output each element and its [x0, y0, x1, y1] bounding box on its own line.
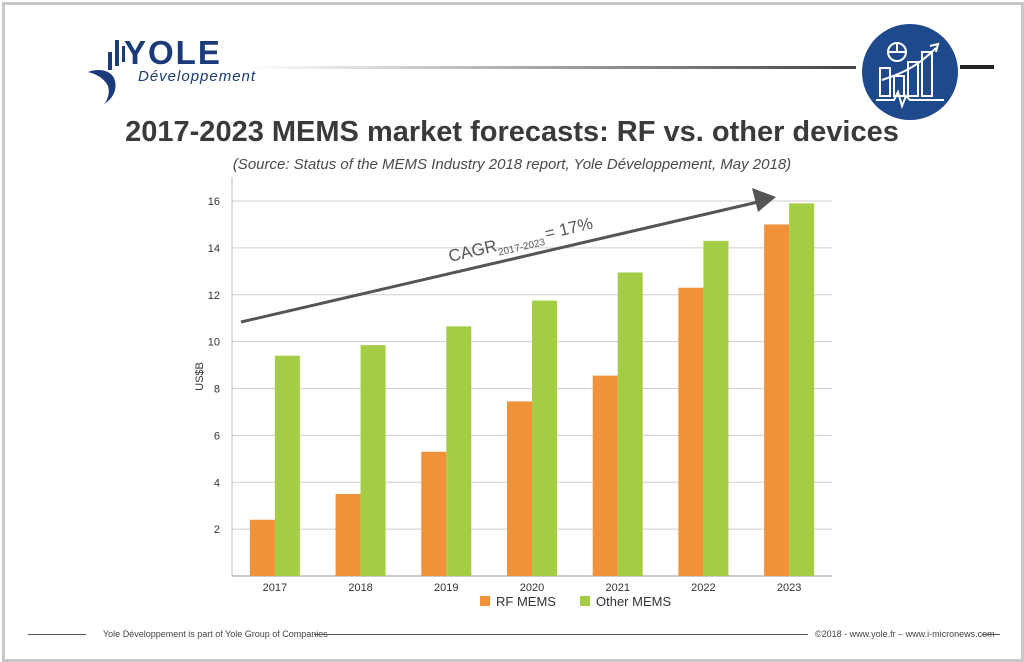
bar-rf-mems — [507, 401, 532, 576]
yole-logo: YOLE Développement — [84, 22, 257, 104]
cagr-annotation: CAGR2017-2023= 17% — [447, 214, 596, 270]
x-tick-label: 2023 — [777, 582, 801, 594]
legend-label: Other MEMS — [596, 594, 671, 609]
y-tick-label: 2 — [214, 524, 220, 536]
yole-swoosh-icon — [88, 40, 125, 104]
x-tick-label: 2020 — [520, 582, 544, 594]
x-tick-label: 2018 — [348, 582, 372, 594]
bar-rf-mems — [592, 375, 618, 576]
footer-company-note: Yole Développement is part of Yole Group… — [103, 629, 328, 639]
bar-other-mems — [274, 355, 300, 576]
footer-copyright: ©2018 - www.yole.fr – www.i-micronews.co… — [815, 629, 995, 639]
bar-other-mems — [789, 203, 815, 576]
cagr-arrowhead — [752, 188, 776, 212]
footer-divider-middle — [314, 634, 808, 635]
bar-rf-mems — [764, 224, 790, 576]
bar-rf-mems — [678, 287, 704, 576]
y-tick-label: 6 — [214, 430, 220, 442]
y-axis-label: US$B — [194, 362, 206, 391]
y-tick-label: 14 — [208, 243, 220, 255]
x-tick-label: 2021 — [605, 582, 629, 594]
market-analytics-icon — [862, 24, 958, 120]
cagr-label: CAGR — [447, 236, 499, 266]
y-tick-label: 8 — [214, 384, 220, 396]
bar-rf-mems — [249, 519, 275, 576]
legend-label: RF MEMS — [496, 594, 556, 609]
y-tick-label: 4 — [214, 477, 220, 489]
cagr-trend-arrow — [240, 200, 759, 324]
bar-other-mems — [617, 272, 643, 576]
x-tick-label: 2017 — [263, 582, 287, 594]
y-tick-label: 10 — [208, 337, 220, 349]
legend-swatch-rf-mems — [480, 596, 490, 606]
bar-other-mems — [703, 240, 729, 576]
x-tick-label: 2022 — [691, 582, 715, 594]
bar-other-mems — [360, 345, 386, 576]
legend-swatch-other-mems — [580, 596, 590, 606]
bar-rf-mems — [335, 493, 361, 576]
source-note: (Source: Status of the MEMS Industry 201… — [232, 156, 792, 173]
footer-divider-right — [982, 634, 1000, 635]
cagr-value: = 17% — [543, 214, 595, 244]
bar-rf-mems — [421, 451, 447, 576]
bar-other-mems — [446, 326, 472, 576]
x-tick-label: 2019 — [434, 582, 458, 594]
y-tick-label: 16 — [208, 196, 220, 208]
brand-tagline: Développement — [138, 68, 257, 85]
y-tick-label: 12 — [208, 290, 220, 302]
footer-divider-left — [28, 634, 86, 635]
brand-name: YOLE — [124, 34, 222, 71]
bar-other-mems — [532, 300, 557, 576]
header-divider-right — [960, 65, 994, 69]
page-title: 2017-2023 MEMS market forecasts: RF vs. … — [125, 116, 899, 148]
header-divider — [250, 66, 856, 69]
